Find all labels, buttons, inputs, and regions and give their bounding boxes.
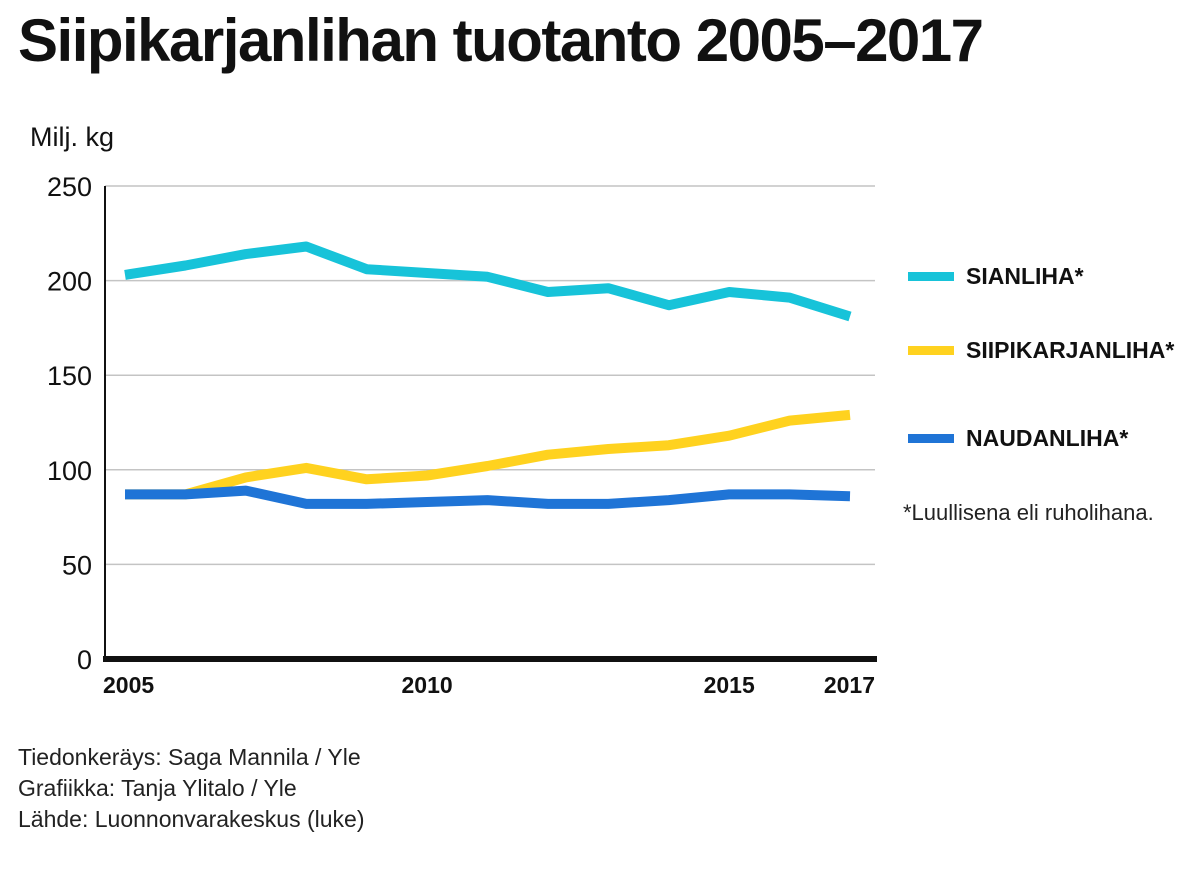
legend-item: NAUDANLIHA* — [908, 425, 1128, 452]
x-tick-label: 2010 — [401, 672, 452, 698]
y-tick-label: 100 — [47, 456, 92, 486]
x-tick-label: 2017 — [824, 672, 875, 698]
legend-label: SIANLIHA* — [966, 263, 1084, 289]
y-tick-label: 250 — [47, 172, 92, 202]
credit-graphics: Grafiikka: Tanja Ylitalo / Yle — [18, 775, 297, 801]
x-tick-label: 2005 — [103, 672, 154, 698]
credit-data-collection: Tiedonkeräys: Saga Mannila / Yle — [18, 744, 361, 770]
y-tick-label: 50 — [62, 550, 92, 580]
x-tick-labels: 2005 2010 2015 2017 — [103, 672, 875, 698]
y-axis-unit-label: Milj. kg — [30, 122, 115, 152]
axes — [103, 186, 877, 662]
y-tick-label: 200 — [47, 267, 92, 297]
credits: Tiedonkeräys: Saga Mannila / Yle Grafiik… — [18, 742, 365, 835]
legend-label: NAUDANLIHA* — [966, 425, 1129, 451]
legend-swatch — [908, 346, 954, 355]
legend-label: SIIPIKARJANLIHA* — [966, 337, 1175, 363]
footnote: *Luullisena eli ruholihana. — [903, 500, 1154, 525]
chart-title: Siipikarjanlihan tuotanto 2005–2017 — [18, 7, 984, 74]
legend-swatch — [908, 434, 954, 443]
y-tick-label: 0 — [77, 645, 92, 675]
y-tick-label: 150 — [47, 361, 92, 391]
y-tick-labels: 0 50 100 150 200 250 — [47, 172, 92, 675]
credit-source: Lähde: Luonnonvarakeskus (luke) — [18, 806, 365, 832]
legend-swatch — [908, 272, 954, 281]
x-tick-label: 2015 — [704, 672, 755, 698]
series-lines — [124, 241, 852, 509]
series-line-1 — [124, 241, 852, 322]
legend-item: SIIPIKARJANLIHA* — [908, 337, 1174, 364]
legend-item: SIANLIHA* — [908, 263, 1084, 290]
series-line-3 — [125, 485, 851, 509]
gridlines — [105, 185, 875, 566]
series-line-2 — [125, 409, 851, 500]
